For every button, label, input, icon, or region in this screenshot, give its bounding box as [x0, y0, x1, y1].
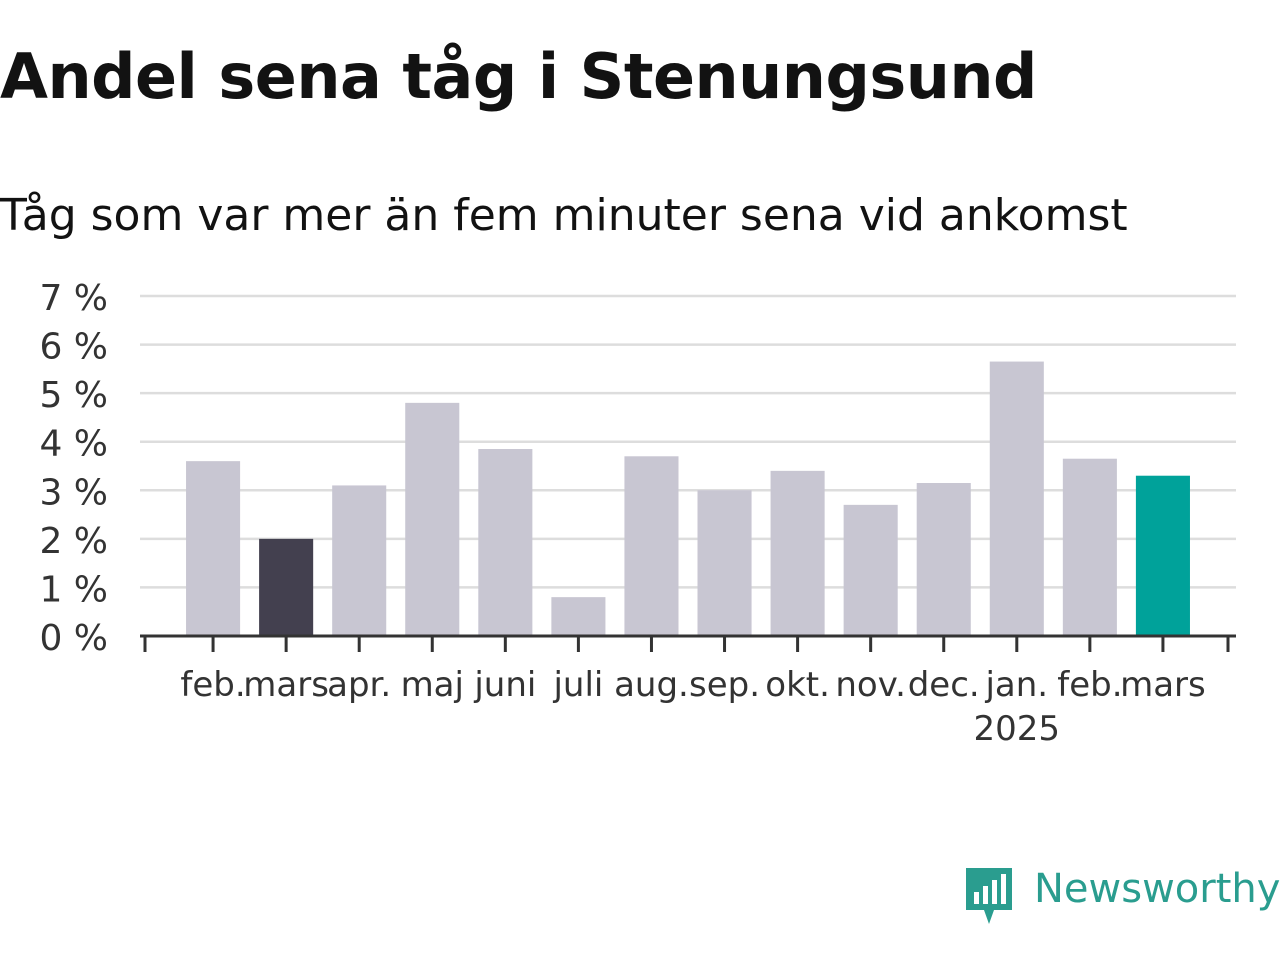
bar [770, 470, 825, 636]
bar [697, 490, 752, 636]
y-tick-label: 7 % [39, 278, 108, 319]
bar [186, 461, 241, 636]
x-tick-label: nov. [835, 665, 906, 705]
x-tick-label: feb. [1057, 665, 1122, 705]
y-tick-label: 5 % [39, 375, 108, 416]
x-tick-label: apr. [327, 665, 391, 705]
newsworthy-logo-icon [966, 868, 1012, 924]
newsworthy-logo: Newsworthy [964, 866, 1280, 928]
x-tick-label: sep. [689, 665, 760, 705]
bar [551, 597, 606, 636]
x-year-label: 2025 [974, 709, 1061, 749]
x-tick-label: aug. [614, 665, 689, 705]
chart-title: Andel sena tåg i Stenungsund [0, 40, 1037, 113]
x-tick-label: jan. [984, 665, 1048, 705]
bar [624, 456, 679, 636]
y-tick-label: 6 % [39, 327, 108, 368]
x-tick-label: maj [401, 665, 464, 705]
x-tick-label: juni [473, 665, 536, 705]
x-tick-label: mars [243, 665, 329, 705]
chart-subtitle: Tåg som var mer än fem minuter sena vid … [0, 190, 1128, 241]
bar [478, 449, 533, 636]
y-tick-label: 2 % [39, 521, 108, 562]
x-tick-label: okt. [765, 665, 830, 705]
x-tick-label: feb. [180, 665, 245, 705]
brand-name: Newsworthy [1034, 866, 1280, 912]
y-tick-label: 0 % [39, 618, 108, 659]
bar [989, 361, 1044, 636]
y-tick-label: 1 % [39, 569, 108, 610]
bar [332, 485, 387, 636]
x-tick-label: dec. [908, 665, 980, 705]
y-tick-label: 4 % [39, 424, 108, 465]
bar [1135, 475, 1190, 636]
bar [405, 402, 460, 636]
bar [843, 504, 898, 636]
y-tick-label: 3 % [39, 472, 108, 513]
bar [916, 483, 971, 636]
x-tick-label: juli [552, 665, 603, 705]
bar [259, 538, 314, 636]
x-tick-label: mars [1120, 665, 1206, 705]
bar [1062, 458, 1117, 636]
